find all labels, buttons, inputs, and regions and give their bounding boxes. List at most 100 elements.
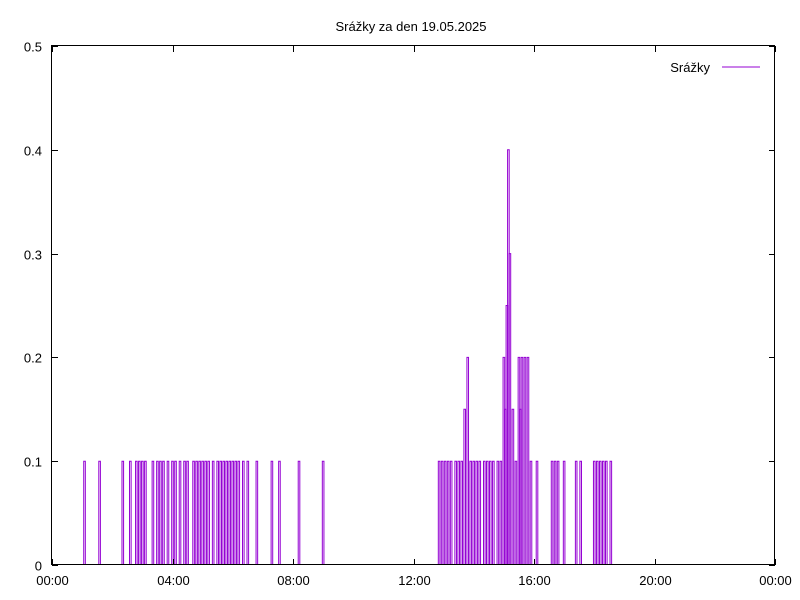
data-spike	[216, 460, 219, 565]
data-spike	[446, 460, 450, 565]
data-spike	[598, 460, 602, 565]
data-spike	[162, 460, 165, 565]
data-spike	[486, 460, 489, 565]
data-spike	[151, 460, 155, 565]
data-spike	[138, 460, 141, 565]
data-spike	[472, 460, 476, 565]
data-spike	[499, 460, 503, 565]
data-spike	[241, 460, 245, 565]
data-spike	[211, 460, 215, 565]
data-spike	[562, 460, 566, 565]
data-spike	[204, 460, 207, 565]
x-tick-label: 00:00	[36, 573, 69, 588]
data-spike	[609, 460, 613, 565]
data-spike	[225, 460, 229, 565]
x-tick-label: 04:00	[157, 573, 190, 588]
data-spike	[171, 460, 174, 565]
data-spike	[535, 460, 539, 565]
data-spike	[443, 460, 447, 565]
data-spike	[195, 460, 198, 565]
data-spike	[466, 356, 470, 565]
data-spike	[601, 460, 605, 565]
data-spike	[492, 460, 495, 565]
y-tick-label: 0.1	[24, 455, 42, 470]
data-spike	[529, 460, 533, 565]
data-spike	[198, 460, 201, 565]
data-spike	[222, 460, 226, 565]
data-spike	[605, 460, 608, 565]
data-spike	[469, 460, 473, 565]
chart-title: Srážky za den 19.05.2025	[335, 19, 486, 34]
data-spike	[511, 408, 515, 565]
y-tick-label: 0	[35, 559, 42, 574]
data-spike	[556, 460, 560, 565]
data-spike	[440, 460, 444, 565]
y-tick-label: 0.2	[24, 351, 42, 366]
legend-label: Srážky	[670, 60, 710, 75]
data-spike	[178, 460, 182, 565]
data-spike	[508, 253, 512, 565]
data-spike	[460, 460, 463, 565]
data-spike	[201, 460, 204, 565]
data-spike	[129, 460, 132, 565]
data-spike	[183, 460, 186, 565]
data-spike	[592, 460, 596, 565]
x-tick-label: 20:00	[639, 573, 672, 588]
data-spike	[219, 460, 222, 565]
data-spike	[574, 460, 578, 565]
data-spike	[246, 460, 250, 565]
x-axis: 00:00 04:00 08:00 12:00 16:00 20:00 00:00	[36, 46, 792, 588]
data-spike	[207, 460, 210, 565]
data-spike	[321, 460, 325, 565]
data-spike	[237, 460, 241, 565]
data-spike	[514, 460, 518, 565]
data-spike	[478, 460, 482, 565]
data-spike	[526, 356, 530, 565]
data-spike	[121, 460, 125, 565]
data-spike	[550, 460, 554, 565]
data-spike	[186, 460, 189, 565]
data-spike	[255, 460, 259, 565]
data-spike	[595, 460, 599, 565]
data-spike	[482, 460, 486, 565]
x-tick-label: 00:00	[759, 573, 792, 588]
data-spike	[278, 460, 281, 565]
data-spike	[156, 460, 159, 565]
data-spike	[457, 460, 460, 565]
x-tick-label: 12:00	[398, 573, 431, 588]
data-spike	[489, 460, 492, 565]
y-tick-label: 0.4	[24, 144, 42, 159]
data-spike	[234, 460, 238, 565]
data-spike	[454, 460, 457, 565]
data-spike	[437, 460, 441, 565]
legend: Srážky	[670, 60, 760, 75]
data-spike	[144, 460, 147, 565]
y-tick-label: 0.3	[24, 248, 42, 263]
data-spike	[231, 460, 235, 565]
data-spike	[297, 460, 301, 565]
data-spike	[553, 460, 557, 565]
data-spike	[174, 460, 177, 565]
data-spike	[523, 356, 527, 565]
data-spike	[135, 460, 138, 565]
data-spike	[463, 408, 467, 565]
y-tick-label: 0.5	[24, 40, 42, 55]
data-spike	[141, 460, 144, 565]
data-spike	[449, 460, 453, 565]
data-spike	[159, 460, 162, 565]
data-spike	[270, 460, 274, 565]
data-spike	[496, 460, 500, 565]
plot-area	[83, 149, 613, 565]
data-spike	[520, 356, 524, 565]
data-spike	[83, 460, 86, 565]
x-tick-label: 16:00	[518, 573, 551, 588]
data-spike	[579, 460, 582, 565]
plot-frame	[51, 45, 775, 565]
data-spike	[228, 460, 232, 565]
y-axis: 0 0.1 0.2 0.3 0.4 0.5	[24, 40, 775, 574]
data-spike	[98, 460, 101, 565]
data-spike	[166, 460, 170, 565]
data-spike	[475, 460, 479, 565]
data-spike	[192, 460, 195, 565]
